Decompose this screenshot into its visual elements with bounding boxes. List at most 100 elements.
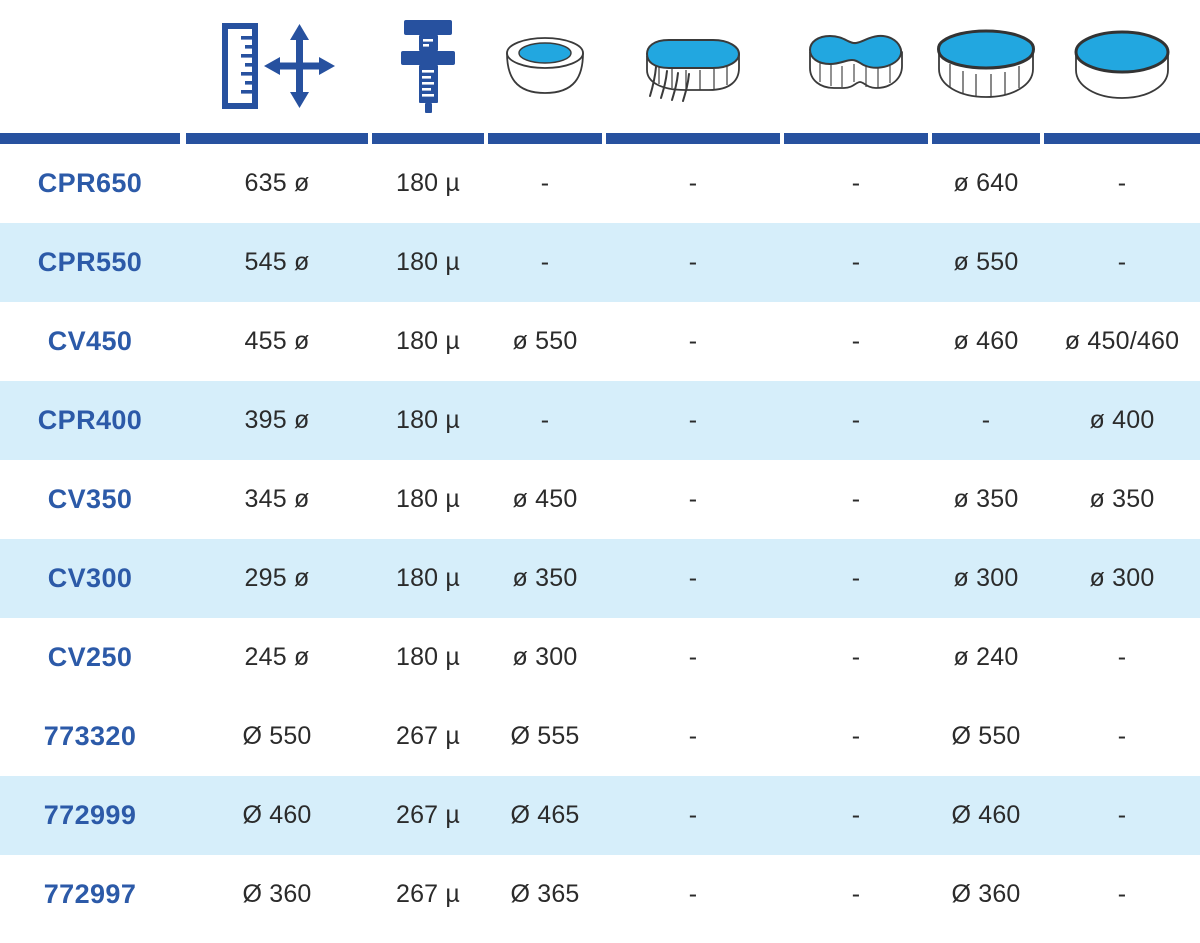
cell-diameter: 455 ø bbox=[244, 327, 310, 355]
cell-diameter: Ø 460 bbox=[242, 801, 312, 829]
figure-eight-pool-icon bbox=[809, 34, 903, 89]
cell-roundpool: - bbox=[1117, 643, 1127, 671]
oval-frame-pool-icon bbox=[646, 38, 740, 102]
cell-roundpool: - bbox=[1117, 248, 1127, 276]
cell-inflatable: ø 550 bbox=[512, 327, 578, 355]
header-bar-segment-thickness bbox=[372, 133, 484, 144]
cell-diameter: 545 ø bbox=[244, 248, 310, 276]
cell-oval: - bbox=[688, 169, 698, 197]
cell-steelwall: ø 550 bbox=[953, 248, 1019, 276]
cell-model: 772997 bbox=[43, 879, 137, 909]
header-cell-eight bbox=[784, 0, 928, 131]
cell-diameter: 395 ø bbox=[244, 406, 310, 434]
cell-roundpool: - bbox=[1117, 880, 1127, 908]
spec-table-body: CPR650 635 ø 180 µ - - - ø 640 - CPR550 … bbox=[0, 144, 1200, 934]
cell-thickness: 267 µ bbox=[395, 722, 461, 750]
cell-diameter: Ø 360 bbox=[242, 880, 312, 908]
table-row[interactable]: CV250 245 ø 180 µ ø 300 - - ø 240 - bbox=[0, 618, 1200, 697]
cell-thickness: 180 µ bbox=[395, 564, 461, 592]
cell-steelwall: Ø 460 bbox=[951, 801, 1021, 829]
cell-eight: - bbox=[851, 406, 861, 434]
cell-thickness: 267 µ bbox=[395, 880, 461, 908]
header-cell-steelwall bbox=[932, 0, 1040, 131]
cell-model: CPR400 bbox=[37, 405, 143, 435]
cell-roundpool: ø 400 bbox=[1089, 406, 1155, 434]
table-row[interactable]: 772999 Ø 460 267 µ Ø 465 - - Ø 460 - bbox=[0, 776, 1200, 855]
table-row[interactable]: 772997 Ø 360 267 µ Ø 365 - - Ø 360 - bbox=[0, 855, 1200, 934]
cell-model: CV350 bbox=[47, 484, 133, 514]
table-header-icons bbox=[0, 0, 1200, 131]
header-cell-inflatable bbox=[488, 0, 602, 131]
ruler-arrows-icon bbox=[222, 22, 335, 109]
cell-model: CV250 bbox=[47, 642, 133, 672]
cell-oval: - bbox=[688, 880, 698, 908]
cell-eight: - bbox=[851, 564, 861, 592]
header-bar-segment-oval bbox=[606, 133, 780, 144]
table-row[interactable]: CV450 455 ø 180 µ ø 550 - - ø 460 ø 450/… bbox=[0, 302, 1200, 381]
header-cell-model bbox=[0, 0, 180, 131]
table-row[interactable]: 773320 Ø 550 267 µ Ø 555 - - Ø 550 - bbox=[0, 697, 1200, 776]
cell-thickness: 180 µ bbox=[395, 643, 461, 671]
cell-inflatable: ø 350 bbox=[512, 564, 578, 592]
cell-roundpool: ø 450/460 bbox=[1064, 327, 1180, 355]
cell-eight: - bbox=[851, 643, 861, 671]
inflatable-pool-icon bbox=[506, 36, 584, 94]
cell-inflatable: - bbox=[540, 406, 550, 434]
cell-steelwall: ø 640 bbox=[953, 169, 1019, 197]
cell-model: CPR550 bbox=[37, 247, 143, 277]
cell-eight: - bbox=[851, 169, 861, 197]
cell-oval: - bbox=[688, 248, 698, 276]
cell-steelwall: Ø 550 bbox=[951, 722, 1021, 750]
round-steel-wall-pool-icon bbox=[937, 29, 1035, 98]
header-bar-segment-diameter bbox=[186, 133, 368, 144]
cell-thickness: 180 µ bbox=[395, 327, 461, 355]
header-cell-thickness bbox=[372, 0, 484, 131]
cell-eight: - bbox=[851, 880, 861, 908]
cell-steelwall: ø 300 bbox=[953, 564, 1019, 592]
header-cell-oval bbox=[606, 0, 780, 131]
cell-inflatable: ø 450 bbox=[512, 485, 578, 513]
cell-steelwall: - bbox=[981, 406, 991, 434]
cell-roundpool: ø 300 bbox=[1089, 564, 1155, 592]
cell-roundpool: - bbox=[1117, 722, 1127, 750]
cell-model: 773320 bbox=[43, 721, 137, 751]
cell-roundpool: - bbox=[1117, 801, 1127, 829]
table-row[interactable]: CPR650 635 ø 180 µ - - - ø 640 - bbox=[0, 144, 1200, 223]
cell-eight: - bbox=[851, 801, 861, 829]
cell-diameter: 245 ø bbox=[244, 643, 310, 671]
cell-model: CV450 bbox=[47, 326, 133, 356]
caliper-gauge-icon bbox=[401, 19, 455, 113]
cell-diameter: 345 ø bbox=[244, 485, 310, 513]
cell-thickness: 180 µ bbox=[395, 248, 461, 276]
cell-inflatable: - bbox=[540, 248, 550, 276]
header-cell-roundpool bbox=[1044, 0, 1200, 131]
table-row[interactable]: CPR550 545 ø 180 µ - - - ø 550 - bbox=[0, 223, 1200, 302]
cell-roundpool: ø 350 bbox=[1089, 485, 1155, 513]
cell-thickness: 180 µ bbox=[395, 485, 461, 513]
cell-thickness: 267 µ bbox=[395, 801, 461, 829]
cell-thickness: 180 µ bbox=[395, 169, 461, 197]
cell-inflatable: - bbox=[540, 169, 550, 197]
cell-model: 772999 bbox=[43, 800, 137, 830]
cell-eight: - bbox=[851, 248, 861, 276]
cell-eight: - bbox=[851, 722, 861, 750]
cell-oval: - bbox=[688, 327, 698, 355]
cell-roundpool: - bbox=[1117, 169, 1127, 197]
header-cell-diameter bbox=[186, 0, 368, 131]
cell-eight: - bbox=[851, 485, 861, 513]
cell-oval: - bbox=[688, 485, 698, 513]
round-pool-icon bbox=[1074, 30, 1170, 99]
table-row[interactable]: CV350 345 ø 180 µ ø 450 - - ø 350 ø 350 bbox=[0, 460, 1200, 539]
cell-inflatable: Ø 465 bbox=[510, 801, 580, 829]
table-row[interactable]: CV300 295 ø 180 µ ø 350 - - ø 300 ø 300 bbox=[0, 539, 1200, 618]
cell-inflatable: Ø 555 bbox=[510, 722, 580, 750]
header-bar-segment-eight bbox=[784, 133, 928, 144]
cell-oval: - bbox=[688, 643, 698, 671]
cell-inflatable: ø 300 bbox=[512, 643, 578, 671]
table-row[interactable]: CPR400 395 ø 180 µ - - - - ø 400 bbox=[0, 381, 1200, 460]
cell-steelwall: ø 350 bbox=[953, 485, 1019, 513]
cell-model: CPR650 bbox=[37, 168, 143, 198]
cell-oval: - bbox=[688, 406, 698, 434]
cell-oval: - bbox=[688, 722, 698, 750]
